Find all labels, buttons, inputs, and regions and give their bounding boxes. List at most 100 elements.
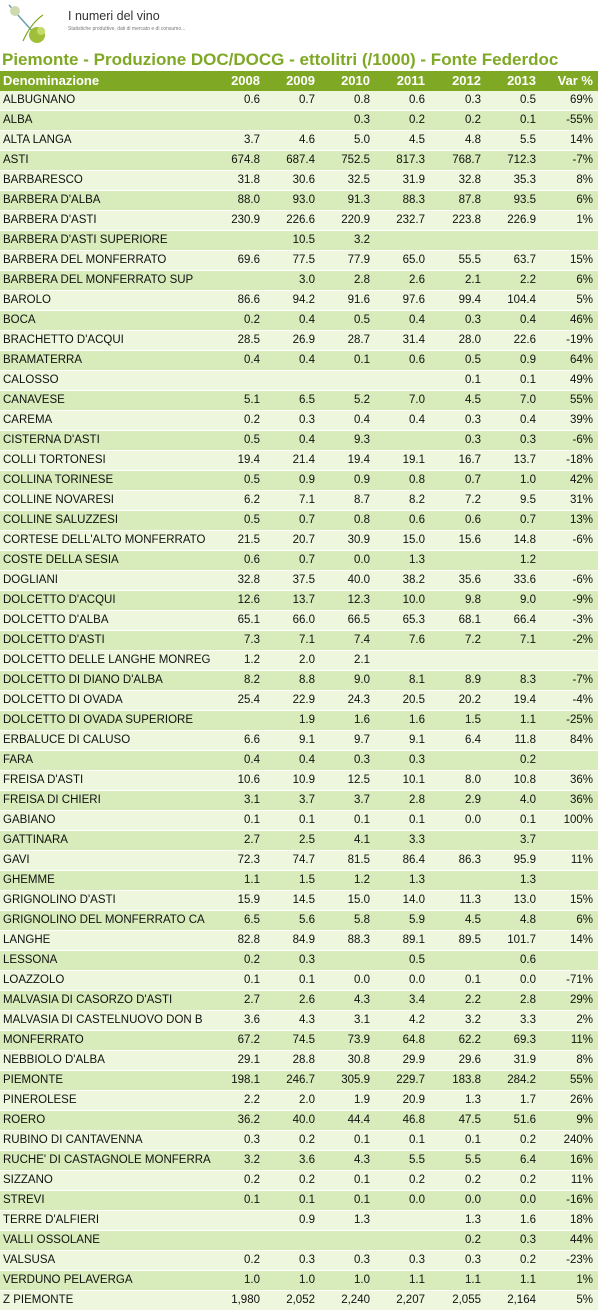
row-value: 2.6: [375, 270, 430, 291]
row-value: [375, 370, 430, 391]
row-value: 74.7: [265, 850, 320, 871]
row-value: 20.5: [375, 690, 430, 711]
row-value: 0.1: [430, 370, 486, 391]
row-value: 2.8: [375, 790, 430, 811]
row-value: 26%: [541, 1090, 598, 1111]
row-denomination: VALLI OSSOLANE: [0, 1230, 213, 1251]
table-row: LOAZZOLO 0.1 0.1 0.0 0.0 0.1 0.0 -71%: [0, 970, 598, 991]
row-value: -6%: [541, 430, 598, 451]
row-value: 223.8: [430, 210, 486, 231]
row-value: 0.2: [265, 1170, 320, 1191]
row-value: 0.5: [375, 950, 430, 971]
row-value: 97.6: [375, 290, 430, 311]
column-header-2012: 2012: [452, 73, 481, 88]
row-value: 9.0: [486, 590, 541, 611]
row-value: 7.2: [430, 630, 486, 651]
row-value: 25.4: [213, 690, 265, 711]
row-value: 28.8: [265, 1050, 320, 1071]
row-value: 15.6: [430, 530, 486, 551]
column-header-2008: 2008: [231, 73, 260, 88]
row-value: 7.0: [375, 390, 430, 411]
row-value: [541, 750, 598, 771]
row-value: 7.4: [320, 630, 375, 651]
row-value: 0.2: [213, 950, 265, 971]
row-value: [320, 950, 375, 971]
row-value: 0.7: [265, 550, 320, 571]
row-value: 18%: [541, 1210, 598, 1231]
row-value: 1.3: [486, 870, 541, 891]
table-row: SIZZANO 0.2 0.2 0.1 0.2 0.2 0.2 11%: [0, 1170, 598, 1191]
table-row: BARBERA D'ASTI SUPERIORE 10.5 3.2: [0, 230, 598, 251]
row-value: 6.6: [213, 730, 265, 751]
row-denomination: Z PIEMONTE: [0, 1290, 213, 1311]
row-value: -25%: [541, 710, 598, 731]
row-value: 88.0: [213, 190, 265, 211]
row-value: 0.3: [265, 1250, 320, 1271]
row-value: 12.5: [320, 770, 375, 791]
row-denomination: DOLCETTO D'ALBA: [0, 610, 213, 631]
table-row: DOLCETTO D'ALBA 65.1 66.0 66.5 65.3 68.1 66.4-…: [0, 610, 598, 631]
row-value: -2%: [541, 630, 598, 651]
row-value: 674.8: [213, 150, 265, 171]
row-value: 1,980: [213, 1290, 265, 1311]
row-value: 0.2: [486, 1170, 541, 1191]
table-row: COLLINA TORINESE 0.5 0.9 0.9 0.8 0.7 1.0 42%: [0, 470, 598, 491]
table-row: CAREMA 0.2 0.3 0.4 0.4 0.3 0.4 39%: [0, 410, 598, 431]
table-row: CISTERNA D'ASTI 0.5 0.4 9.3 0.3 0.3 -6%: [0, 430, 598, 451]
row-value: 0.3: [430, 430, 486, 451]
row-value: 84%: [541, 730, 598, 751]
row-value: 0.2: [430, 110, 486, 131]
row-value: [265, 370, 320, 391]
row-value: 84.9: [265, 930, 320, 951]
table-row: BARBERA D'ASTI 230.9 226.6 220.9 232.7 223.8 2…: [0, 210, 598, 231]
row-denomination: BRAMATERRA: [0, 350, 213, 371]
row-value: [430, 550, 486, 571]
row-value: [541, 230, 598, 251]
row-value: 0.3: [320, 110, 375, 131]
row-denomination: DOLCETTO D'ACQUI: [0, 590, 213, 611]
row-value: 817.3: [375, 150, 430, 171]
row-value: -16%: [541, 1190, 598, 1211]
row-value: 42%: [541, 470, 598, 491]
table-row: RUCHE' DI CASTAGNOLE MONFERRA 3.2 3.6 4.3 5.…: [0, 1150, 598, 1171]
row-value: 31.4: [375, 330, 430, 351]
row-value: 20.7: [265, 530, 320, 551]
row-value: 16%: [541, 1150, 598, 1171]
row-value: 13.7: [265, 590, 320, 611]
row-denomination: STREVI: [0, 1190, 213, 1211]
row-denomination: BARBERA DEL MONFERRATO: [0, 250, 213, 271]
row-value: 0.5: [213, 470, 265, 491]
row-value: 9.8: [430, 590, 486, 611]
row-value: 4.8: [486, 910, 541, 931]
row-value: 1.1: [486, 710, 541, 731]
row-value: 5%: [541, 290, 598, 311]
row-value: [265, 110, 320, 131]
row-value: 229.7: [375, 1070, 430, 1091]
row-value: 7.3: [213, 630, 265, 651]
row-value: 0.3: [320, 1250, 375, 1271]
row-value: 1.1: [375, 1270, 430, 1291]
table-row: TERRE D'ALFIERI 0.9 1.3 1.3 1.6 18%: [0, 1210, 598, 1231]
row-value: 0.3: [486, 1230, 541, 1251]
row-value: 0.3: [213, 1130, 265, 1151]
row-value: 2,207: [375, 1290, 430, 1311]
row-value: 0.7: [265, 91, 320, 111]
row-value: 246.7: [265, 1070, 320, 1091]
page-title: Piemonte - Produzione DOC/DOCG - ettolit…: [2, 50, 559, 69]
brand-tagline: Statistiche produttive, dati di mercato …: [68, 26, 186, 32]
row-value: 0.8: [320, 91, 375, 111]
row-value: 2.8: [320, 270, 375, 291]
row-denomination: LOAZZOLO: [0, 970, 213, 991]
row-value: 3.7: [265, 790, 320, 811]
row-value: 1.5: [265, 870, 320, 891]
row-value: 86.6: [213, 290, 265, 311]
row-denomination: NEBBIOLO D'ALBA: [0, 1050, 213, 1071]
row-denomination: PINEROLESE: [0, 1090, 213, 1111]
row-value: 5.1: [213, 390, 265, 411]
row-value: 4.6: [265, 130, 320, 151]
row-value: 46%: [541, 310, 598, 331]
row-value: 0.2: [213, 1170, 265, 1191]
row-value: 0.1: [430, 1130, 486, 1151]
row-value: 1.1: [486, 1270, 541, 1291]
row-value: 7.0: [486, 390, 541, 411]
